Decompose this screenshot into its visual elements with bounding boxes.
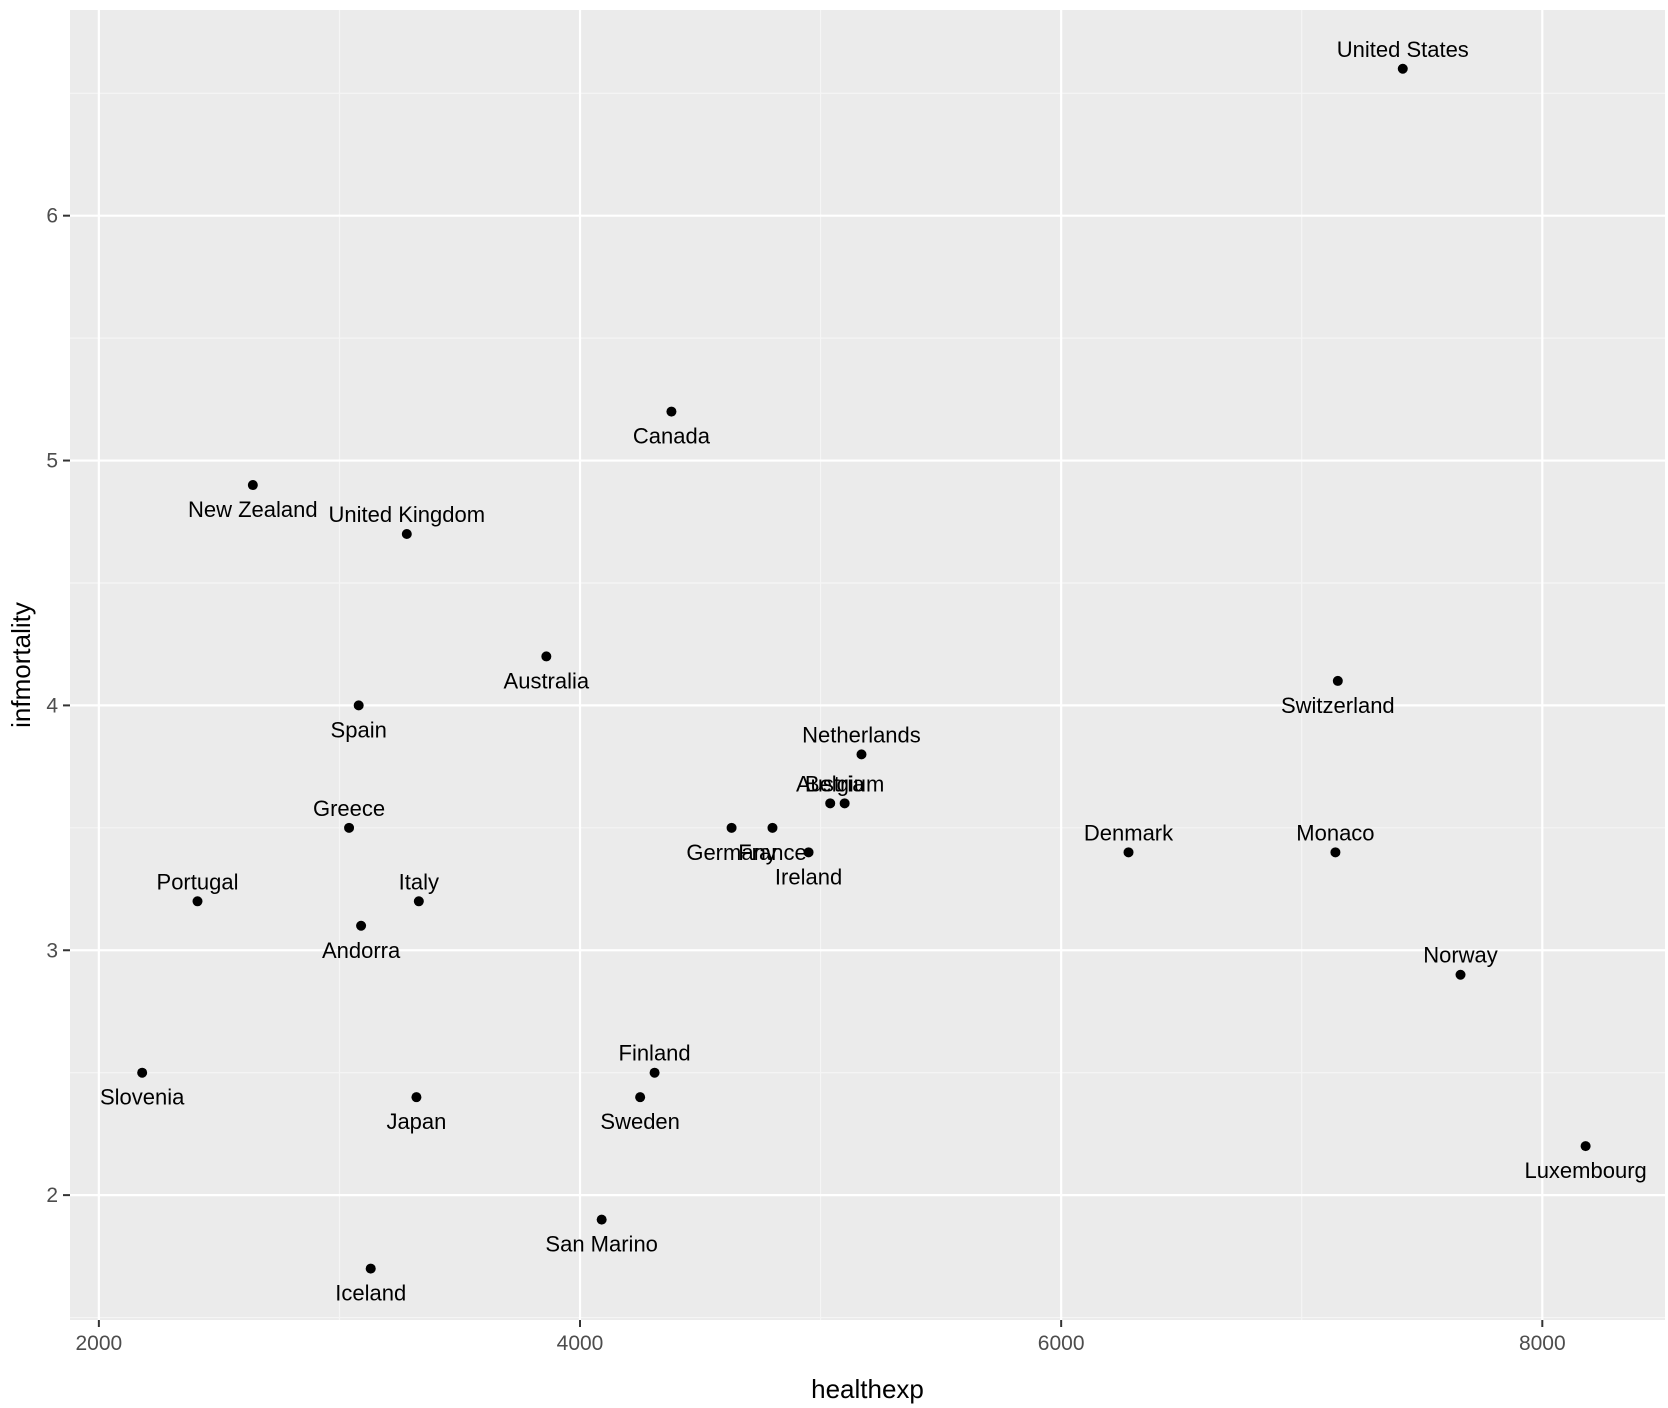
data-point xyxy=(401,529,412,539)
x-axis-title: healthexp xyxy=(811,1374,924,1404)
x-tick-label: 4000 xyxy=(557,1332,604,1355)
data-point xyxy=(666,406,677,417)
point-label: Slovenia xyxy=(100,1085,185,1110)
data-point xyxy=(1123,847,1134,858)
minor-gridlines xyxy=(70,10,1665,1320)
point-label: Germany xyxy=(686,840,776,865)
data-point xyxy=(856,749,867,760)
data-point xyxy=(344,822,355,833)
point-label: Luxembourg xyxy=(1524,1158,1646,1183)
point-labels: United States Canada New Zealand United Kin… xyxy=(100,37,1647,1306)
x-axis-ticks: 2000 4000 6000 8000 xyxy=(76,1320,1566,1355)
x-tick-label: 8000 xyxy=(1519,1332,1566,1355)
data-point xyxy=(767,822,778,833)
y-tick-label: 6 xyxy=(46,205,58,228)
major-gridlines xyxy=(70,10,1665,1320)
point-label: Portugal xyxy=(157,869,239,894)
data-point xyxy=(356,920,367,931)
data-point xyxy=(247,480,258,491)
data-point xyxy=(192,896,203,907)
point-label: Greece xyxy=(313,796,385,821)
data-point xyxy=(1580,1141,1591,1152)
data-point xyxy=(1330,847,1341,858)
point-label: Netherlands xyxy=(802,722,921,747)
data-point xyxy=(1455,969,1466,980)
point-label: Denmark xyxy=(1084,820,1174,845)
data-point xyxy=(803,847,814,858)
data-point xyxy=(649,1067,660,1078)
point-label: Ireland xyxy=(775,864,842,889)
point-label: United States xyxy=(1337,37,1469,62)
y-tick-label: 4 xyxy=(46,694,58,717)
y-tick-label: 2 xyxy=(46,1184,58,1207)
data-point xyxy=(596,1214,607,1225)
data-point xyxy=(541,651,552,662)
point-label: Australia xyxy=(504,668,590,693)
data-points xyxy=(137,63,1591,1274)
y-tick-label: 3 xyxy=(46,939,58,962)
point-label: Finland xyxy=(619,1041,691,1066)
data-point xyxy=(839,798,850,809)
point-label: Japan xyxy=(386,1109,446,1134)
data-point xyxy=(353,700,364,711)
data-point xyxy=(635,1092,646,1103)
y-axis-title: infmortality xyxy=(6,602,36,728)
data-point xyxy=(365,1263,376,1274)
data-point xyxy=(137,1067,148,1078)
point-label: France xyxy=(738,840,806,865)
x-tick-label: 6000 xyxy=(1038,1332,1085,1355)
y-axis-ticks: 2 3 4 5 6 xyxy=(46,205,70,1207)
data-point xyxy=(825,798,836,809)
point-label: Belgium xyxy=(805,771,884,796)
data-point xyxy=(1397,63,1408,74)
point-label: San Marino xyxy=(545,1232,658,1257)
plot-panel xyxy=(70,10,1665,1320)
point-label: Spain xyxy=(331,717,387,742)
data-point xyxy=(413,896,424,907)
data-point xyxy=(726,822,737,833)
point-label: Monaco xyxy=(1296,820,1374,845)
point-label: Norway xyxy=(1423,943,1498,968)
point-label: Sweden xyxy=(600,1109,680,1134)
point-label: Iceland xyxy=(335,1281,406,1306)
data-point xyxy=(1332,675,1343,686)
point-label: United Kingdom xyxy=(329,502,486,527)
x-tick-label: 2000 xyxy=(76,1332,123,1355)
point-label: Switzerland xyxy=(1281,693,1395,718)
y-tick-label: 5 xyxy=(46,450,58,473)
point-label: Andorra xyxy=(322,938,401,963)
point-label: Canada xyxy=(633,424,711,449)
point-label: Italy xyxy=(399,869,439,894)
data-point xyxy=(411,1092,422,1103)
point-label: New Zealand xyxy=(188,497,318,522)
point-label: Austria xyxy=(796,771,865,796)
